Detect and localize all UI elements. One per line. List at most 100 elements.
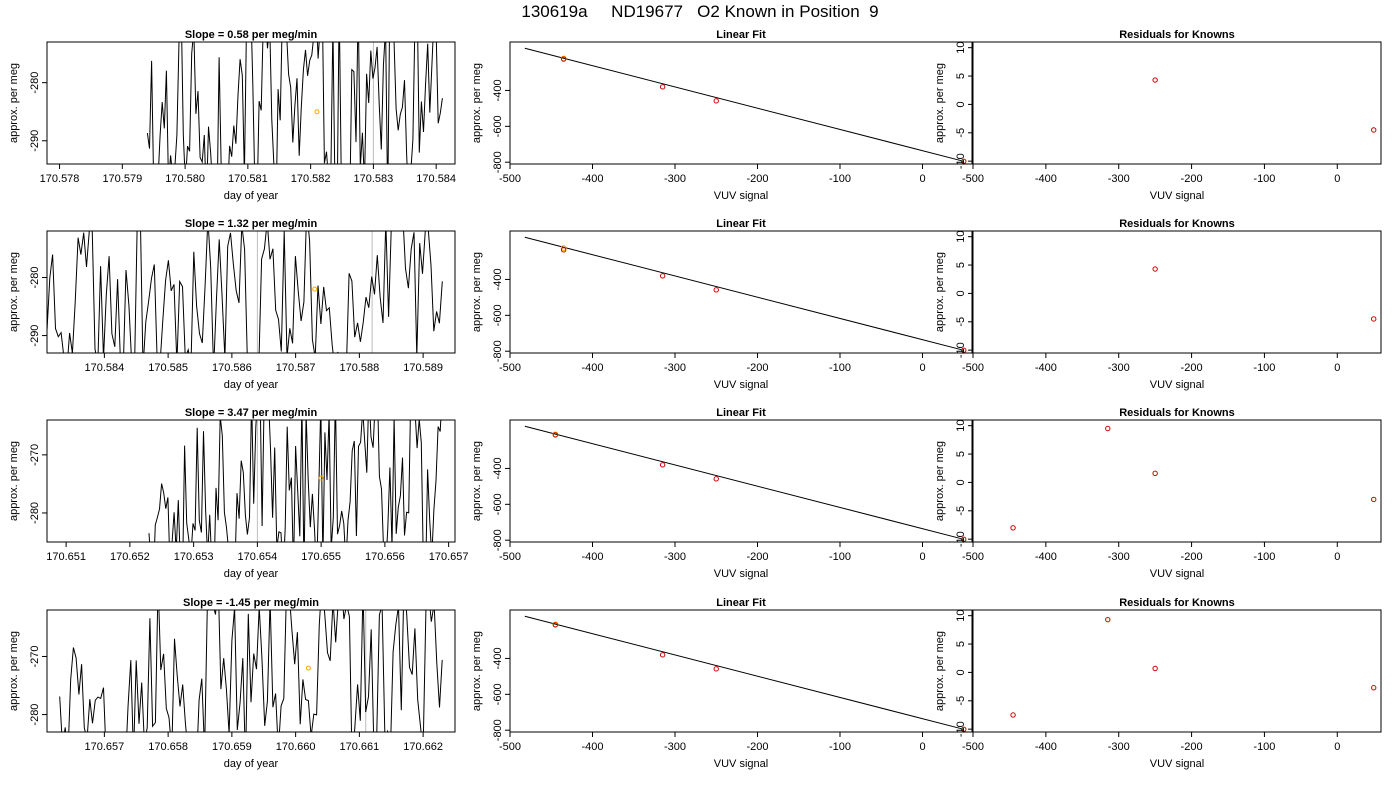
x-axis-label: day of year bbox=[224, 758, 279, 770]
fit-line bbox=[524, 615, 964, 730]
panel-title: Residuals for Knowns bbox=[1119, 407, 1235, 419]
x-tick-label: 170.586 bbox=[212, 362, 252, 374]
y-tick-label: 0 bbox=[955, 290, 967, 296]
x-tick-label: -400 bbox=[1035, 362, 1057, 374]
y-tick-label: -280 bbox=[29, 502, 41, 524]
plot-area bbox=[524, 425, 967, 542]
data-point bbox=[1152, 665, 1158, 672]
x-tick-label: 0 bbox=[919, 741, 925, 753]
panel-title: Linear Fit bbox=[716, 407, 766, 419]
x-tick-label: 170.581 bbox=[228, 173, 268, 185]
y-axis-label: approx. per meg bbox=[471, 631, 483, 711]
y-tick-label: -10 bbox=[955, 342, 967, 358]
x-tick-label: -400 bbox=[581, 551, 603, 563]
panel-12: -500 -400 -300 -200 -100 0 -10 -5 0 5 10 Residuals … bbox=[934, 597, 1382, 770]
y-tick-label: -800 bbox=[492, 340, 504, 362]
x-tick-label: 170.651 bbox=[46, 551, 86, 563]
plot-area bbox=[1152, 77, 1377, 133]
y-tick-label: -5 bbox=[955, 506, 967, 516]
x-tick-label: -100 bbox=[829, 173, 851, 185]
x-tick-label: -300 bbox=[1108, 741, 1130, 753]
data-point bbox=[659, 84, 666, 90]
y-tick-label: 5 bbox=[955, 262, 967, 268]
x-axis-label: day of year bbox=[224, 568, 279, 580]
y-tick-label: -400 bbox=[492, 457, 504, 479]
x-tick-label: -100 bbox=[1253, 362, 1275, 374]
x-tick-label: 170.584 bbox=[416, 173, 456, 185]
data-point bbox=[560, 56, 567, 62]
x-tick-label: 170.588 bbox=[339, 362, 379, 374]
data-point bbox=[1010, 712, 1016, 718]
plot-area bbox=[1152, 266, 1377, 322]
plot-frame bbox=[972, 609, 1382, 733]
x-tick-label: 0 bbox=[1334, 173, 1340, 185]
plot-frame bbox=[972, 41, 1382, 165]
mean-marker bbox=[312, 286, 318, 292]
x-tick-label: 170.587 bbox=[276, 362, 316, 374]
data-point bbox=[659, 652, 666, 658]
trace-line bbox=[59, 610, 443, 732]
data-point bbox=[552, 622, 559, 628]
x-tick-label: -300 bbox=[664, 741, 686, 753]
y-tick-label: -270 bbox=[29, 444, 41, 466]
x-axis-label: VUV signal bbox=[714, 190, 768, 202]
x-tick-label: -400 bbox=[581, 741, 603, 753]
x-tick-label: -200 bbox=[1181, 741, 1203, 753]
x-tick-label: -400 bbox=[581, 173, 603, 185]
panel-title: Slope = -1.45 per meg/min bbox=[183, 597, 319, 609]
x-tick-label: 170.661 bbox=[339, 741, 379, 753]
data-point bbox=[713, 476, 719, 482]
y-tick-label: -290 bbox=[29, 325, 41, 347]
x-axis-label: VUV signal bbox=[1150, 758, 1204, 770]
panel-6: -500 -400 -300 -200 -100 0 -10 -5 0 5 10 Residuals … bbox=[934, 218, 1382, 391]
x-tick-label: 170.578 bbox=[40, 173, 80, 185]
y-tick-label: -800 bbox=[492, 151, 504, 173]
y-tick-label: 5 bbox=[955, 73, 967, 79]
mean-marker bbox=[314, 109, 320, 115]
x-tick-label: -300 bbox=[1108, 551, 1130, 563]
x-axis-label: VUV signal bbox=[714, 568, 768, 580]
x-tick-label: 170.657 bbox=[84, 741, 124, 753]
x-tick-label: 170.662 bbox=[403, 741, 443, 753]
y-axis-label: approx. per meg bbox=[934, 252, 946, 332]
plot-area bbox=[1010, 425, 1377, 531]
panel-10: 170.657 170.658 170.659 170.660 170.661 170.6… bbox=[8, 597, 456, 770]
fit-line bbox=[524, 47, 964, 162]
trace-line bbox=[146, 42, 443, 164]
data-point bbox=[1105, 616, 1111, 623]
plot-frame bbox=[972, 419, 1382, 543]
x-tick-label: -100 bbox=[1253, 741, 1275, 753]
data-point bbox=[1152, 266, 1158, 272]
plot-frame bbox=[509, 609, 973, 733]
x-tick-label: 0 bbox=[1334, 551, 1340, 563]
x-tick-label: 0 bbox=[919, 362, 925, 374]
data-point bbox=[1152, 470, 1158, 477]
y-tick-label: 10 bbox=[955, 42, 967, 54]
x-axis-label: VUV signal bbox=[1150, 190, 1204, 202]
y-axis-label: approx. per meg bbox=[8, 441, 20, 521]
trace-line bbox=[47, 231, 443, 353]
x-tick-label: 170.659 bbox=[212, 741, 252, 753]
y-tick-label: 10 bbox=[955, 420, 967, 432]
data-point bbox=[713, 287, 719, 293]
x-tick-label: -500 bbox=[962, 173, 984, 185]
plot-frame bbox=[509, 41, 973, 165]
panel-title: Slope = 3.47 per meg/min bbox=[185, 407, 318, 419]
x-tick-label: -500 bbox=[499, 551, 521, 563]
panel-title: Residuals for Knowns bbox=[1119, 218, 1235, 230]
data-point bbox=[713, 666, 719, 672]
x-tick-label: -200 bbox=[1181, 551, 1203, 563]
panel-1: 170.578 170.579 170.580 170.581 170.582 170.5… bbox=[8, 29, 456, 202]
x-tick-label: -100 bbox=[829, 551, 851, 563]
x-tick-label: -500 bbox=[962, 741, 984, 753]
panel-8: -500 -400 -300 -200 -100 0-800-600-400Linear … bbox=[471, 407, 973, 580]
y-tick-label: 10 bbox=[955, 231, 967, 243]
panel-7: 170.651 170.652 170.653 170.654 170.655 170.6… bbox=[8, 407, 469, 580]
y-tick-label: -600 bbox=[492, 304, 504, 326]
plot-area bbox=[524, 615, 967, 732]
fit-line bbox=[524, 425, 964, 540]
panel-title: Linear Fit bbox=[716, 218, 766, 230]
x-tick-label: -300 bbox=[1108, 173, 1130, 185]
x-tick-label: -300 bbox=[1108, 362, 1130, 374]
plot-area bbox=[47, 231, 443, 353]
